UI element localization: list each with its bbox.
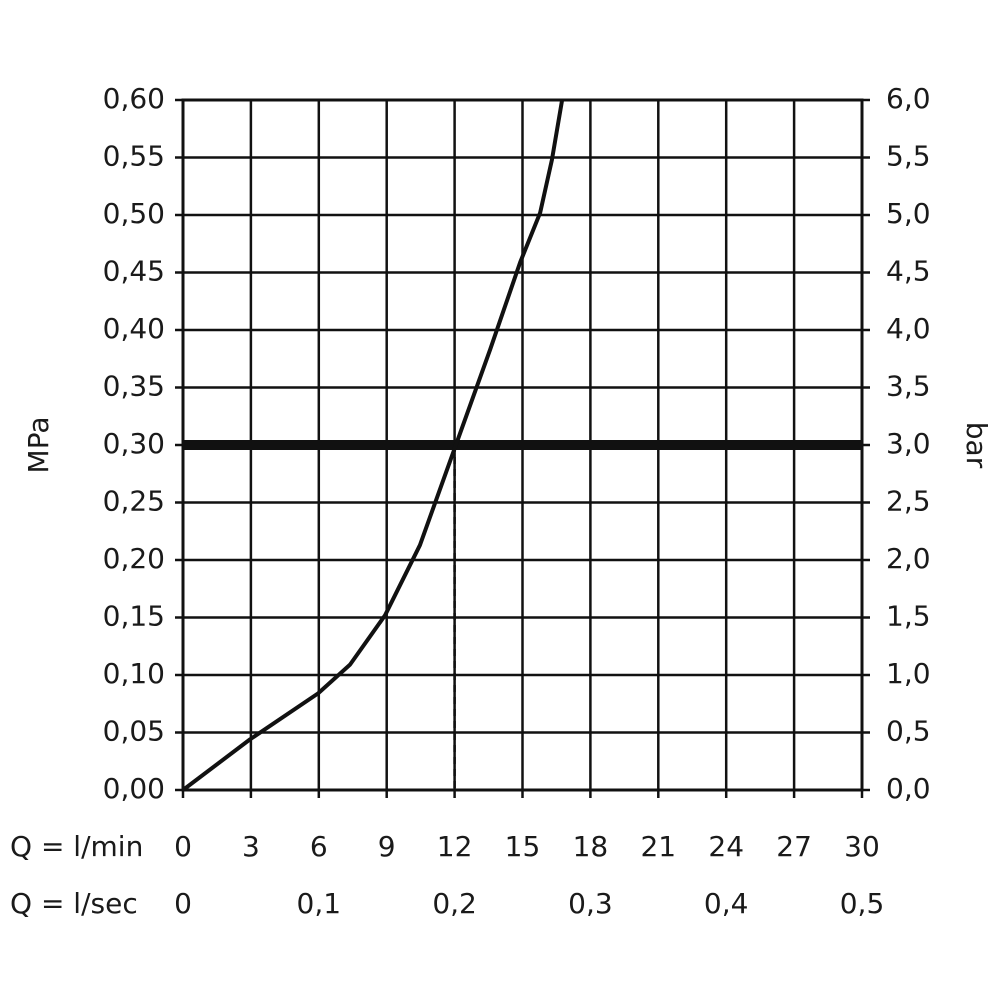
y2-tick-label: 0,5 — [886, 715, 931, 748]
x2-tick-label: 0,2 — [432, 887, 477, 920]
x-tick-label: 12 — [437, 830, 473, 863]
y2-tick-label: 2,5 — [886, 485, 931, 518]
y2-tick-label: 0,0 — [886, 772, 931, 805]
y2-tick-label: 1,5 — [886, 600, 931, 633]
y-tick-label: 0,05 — [103, 715, 165, 748]
y2-tick-label: 5,0 — [886, 197, 931, 230]
x-tick-label: 24 — [708, 830, 744, 863]
y-tick-label: 0,50 — [103, 197, 165, 230]
x-tick-label: 3 — [242, 830, 260, 863]
x2-tick-label: 0,3 — [568, 887, 613, 920]
x2-tick-label: 0,5 — [840, 887, 885, 920]
x-tick-label: 9 — [378, 830, 396, 863]
y2-tick-label: 4,0 — [886, 312, 931, 345]
x2-tick-label: 0,1 — [297, 887, 342, 920]
y-tick-label: 0,30 — [103, 427, 165, 460]
x2-tick-label: 0,4 — [704, 887, 749, 920]
x2-tick-label: 0 — [174, 887, 192, 920]
x-tick-label: 6 — [310, 830, 328, 863]
data-line — [181, 99, 565, 792]
x-tick-label: 21 — [640, 830, 676, 863]
y2-tick-label: 6,0 — [886, 82, 931, 115]
x-tick-label: 18 — [573, 830, 609, 863]
y2-tick-label: 4,5 — [886, 255, 931, 288]
x-tick-label: 15 — [505, 830, 541, 863]
x-tick-label: 0 — [174, 830, 192, 863]
x2-axis-label: Q = l/sec — [10, 887, 138, 920]
y-tick-label: 0,35 — [103, 370, 165, 403]
y-tick-label: 0,60 — [103, 82, 165, 115]
y-tick-label: 0,10 — [103, 657, 165, 690]
y-tick-label: 0,55 — [103, 140, 165, 173]
y2-tick-label: 2,0 — [886, 542, 931, 575]
y-tick-label: 0,20 — [103, 542, 165, 575]
y-tick-label: 0,15 — [103, 600, 165, 633]
x-tick-label: 30 — [844, 830, 880, 863]
y2-tick-label: 1,0 — [886, 657, 931, 690]
y2-tick-label: 3,0 — [886, 427, 931, 460]
x-tick-label: 27 — [776, 830, 812, 863]
y2-tick-label: 3,5 — [886, 370, 931, 403]
y-tick-label: 0,45 — [103, 255, 165, 288]
y-tick-label: 0,00 — [103, 772, 165, 805]
x-axis-label: Q = l/min — [10, 830, 143, 863]
y-tick-label: 0,25 — [103, 485, 165, 518]
y2-axis-label: bar — [960, 422, 993, 469]
y2-tick-label: 5,5 — [886, 140, 931, 173]
y-axis-label: MPa — [22, 417, 55, 474]
y-tick-label: 0,40 — [103, 312, 165, 345]
